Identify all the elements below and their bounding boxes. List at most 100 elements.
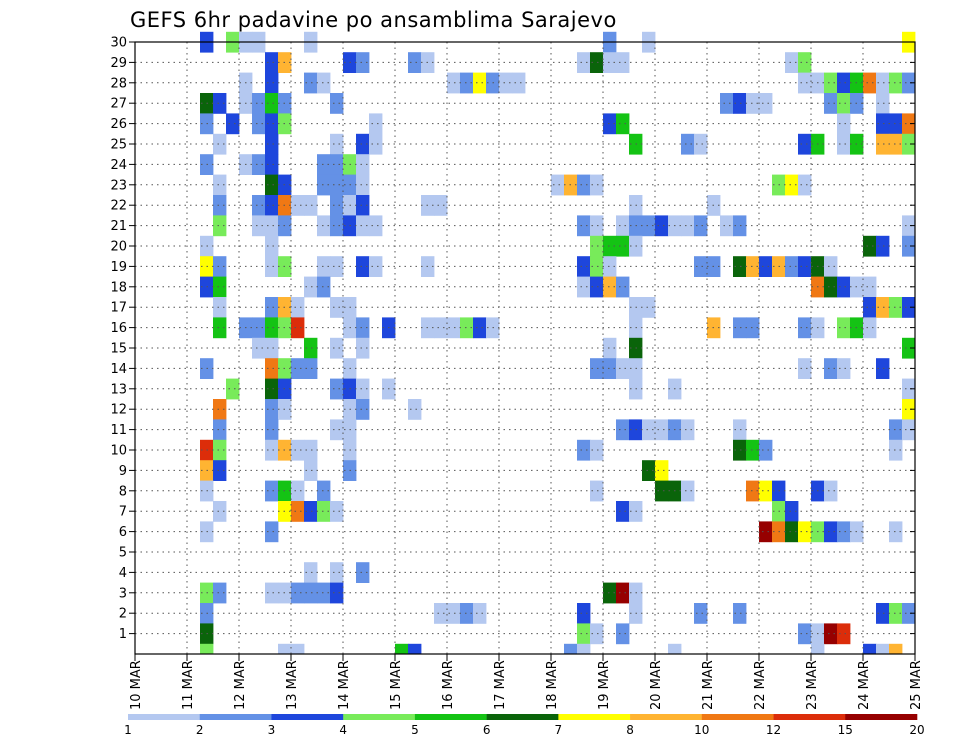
heatmap-cell bbox=[876, 358, 890, 379]
heatmap-cell bbox=[356, 256, 370, 277]
heatmap-cell bbox=[356, 174, 370, 196]
y-tick-label: 17 bbox=[110, 301, 127, 316]
heatmap-cell bbox=[577, 276, 591, 298]
heatmap-cell bbox=[577, 439, 591, 461]
heatmap-cell bbox=[733, 93, 747, 114]
heatmap-cell bbox=[733, 317, 747, 339]
y-tick-label: 6 bbox=[119, 525, 127, 540]
y-tick-label: 21 bbox=[110, 219, 127, 234]
x-tick-label: 15 MAR bbox=[389, 660, 404, 710]
heatmap-cell bbox=[863, 643, 877, 655]
heatmap-cell bbox=[837, 93, 851, 114]
heatmap-cell bbox=[759, 521, 773, 543]
heatmap-cell bbox=[291, 317, 305, 339]
heatmap-cell bbox=[798, 174, 812, 196]
heatmap-cell bbox=[499, 72, 513, 94]
heatmap-cell bbox=[330, 133, 344, 155]
heatmap-cell bbox=[590, 358, 604, 379]
heatmap-cell bbox=[863, 297, 877, 318]
colorbar-label: 12 bbox=[766, 723, 781, 737]
heatmap-cell bbox=[265, 72, 279, 94]
colorbar-swatch bbox=[630, 714, 703, 720]
heatmap-cell bbox=[876, 133, 890, 155]
heatmap-cell bbox=[616, 52, 630, 73]
heatmap-cells bbox=[200, 31, 916, 655]
heatmap-cell bbox=[642, 215, 656, 237]
heatmap-cell bbox=[291, 358, 305, 379]
heatmap-cell bbox=[889, 113, 903, 135]
heatmap-cell bbox=[304, 195, 318, 216]
heatmap-cell bbox=[837, 113, 851, 135]
y-tick-label: 20 bbox=[110, 240, 127, 255]
y-tick-label: 16 bbox=[110, 321, 127, 336]
gridlines bbox=[135, 42, 915, 654]
heatmap-cell bbox=[733, 419, 747, 441]
heatmap-cell bbox=[434, 317, 448, 339]
y-tick-label: 18 bbox=[110, 280, 127, 295]
heatmap-cell bbox=[356, 378, 370, 400]
y-tick-label: 7 bbox=[119, 505, 127, 520]
colorbar-swatch bbox=[701, 714, 774, 720]
x-tick-label: 14 MAR bbox=[337, 660, 352, 710]
y-tick-label: 14 bbox=[110, 362, 127, 377]
heatmap-cell bbox=[785, 174, 799, 196]
heatmap-cell bbox=[746, 480, 760, 502]
x-tick-label: 12 MAR bbox=[233, 660, 248, 710]
heatmap-cell bbox=[616, 419, 630, 441]
heatmap-cell bbox=[213, 215, 227, 237]
heatmap-cell bbox=[213, 195, 227, 216]
heatmap-cell bbox=[304, 582, 318, 604]
heatmap-cell bbox=[590, 276, 604, 298]
heatmap-cell bbox=[733, 439, 747, 461]
heatmap-cell bbox=[759, 480, 773, 502]
heatmap-cell bbox=[304, 337, 318, 359]
heatmap-cell bbox=[304, 358, 318, 379]
heatmap-cell bbox=[304, 276, 318, 298]
y-tick-label: 5 bbox=[119, 546, 127, 561]
x-tick-label: 22 MAR bbox=[753, 660, 768, 710]
heatmap-cell bbox=[590, 174, 604, 196]
heatmap-cell bbox=[603, 276, 617, 298]
y-tick-label: 29 bbox=[110, 56, 127, 71]
heatmap-cell bbox=[876, 603, 890, 624]
heatmap-cell bbox=[213, 501, 227, 522]
heatmap-cell bbox=[213, 276, 227, 298]
heatmap-cell bbox=[590, 235, 604, 257]
heatmap-cell bbox=[447, 72, 461, 94]
heatmap-cell bbox=[356, 317, 370, 339]
heatmap-cell bbox=[863, 72, 877, 94]
heatmap-cell bbox=[798, 358, 812, 379]
colorbar-swatch bbox=[128, 714, 201, 720]
heatmap-cell bbox=[759, 256, 773, 277]
heatmap-cell bbox=[213, 174, 227, 196]
heatmap-cell bbox=[265, 113, 279, 135]
heatmap-cell bbox=[811, 643, 825, 655]
y-tick-label: 4 bbox=[119, 566, 127, 581]
heatmap-cell bbox=[265, 358, 279, 379]
heatmap-cell bbox=[434, 195, 448, 216]
heatmap-cell bbox=[902, 113, 916, 135]
y-tick-label: 28 bbox=[110, 76, 127, 91]
heatmap-cell bbox=[265, 52, 279, 73]
heatmap-cell bbox=[746, 317, 760, 339]
heatmap-cell bbox=[889, 521, 903, 543]
heatmap-cell bbox=[577, 174, 591, 196]
heatmap-cell bbox=[369, 113, 383, 135]
heatmap-cell bbox=[837, 623, 851, 645]
heatmap-cell bbox=[317, 276, 331, 298]
heatmap-cell bbox=[291, 480, 305, 502]
heatmap-cell bbox=[902, 235, 916, 257]
heatmap-cell bbox=[551, 174, 565, 196]
heatmap-cell bbox=[603, 113, 617, 135]
heatmap-cell bbox=[460, 72, 474, 94]
heatmap-cell bbox=[902, 419, 916, 441]
heatmap-cell bbox=[291, 297, 305, 318]
heatmap-cell bbox=[616, 215, 630, 237]
heatmap-cell bbox=[304, 72, 318, 94]
y-tick-label: 25 bbox=[110, 138, 127, 153]
heatmap-cell bbox=[408, 399, 422, 420]
x-tick-label: 18 MAR bbox=[545, 660, 560, 710]
colorbar-label: 7 bbox=[555, 723, 563, 737]
heatmap-cell bbox=[824, 623, 838, 645]
